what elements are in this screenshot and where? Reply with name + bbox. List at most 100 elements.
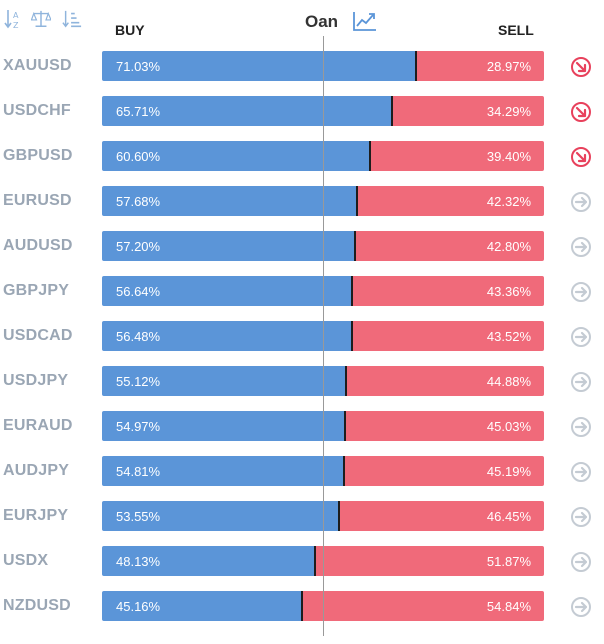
sell-percent: 46.45% — [486, 509, 531, 524]
sell-percent: 42.32% — [486, 194, 531, 209]
line-chart-icon[interactable] — [352, 10, 378, 32]
arrow-right-icon[interactable] — [570, 596, 592, 618]
sell-percent: 43.52% — [486, 329, 531, 344]
buy-percent: 56.64% — [116, 284, 161, 299]
buy-percent: 57.20% — [116, 239, 161, 254]
sentiment-row[interactable]: AUDJPY 54.81% 45.19% — [0, 456, 604, 486]
bar-divider — [391, 96, 393, 126]
sentiment-bar: 54.81% 45.19% — [102, 456, 544, 486]
arrow-right-icon[interactable] — [570, 326, 592, 348]
sell-fill — [352, 321, 544, 351]
symbol-label[interactable]: GBPJPY — [3, 282, 70, 299]
bar-divider — [351, 276, 353, 306]
bar-divider — [351, 321, 353, 351]
sentiment-bar: 54.97% 45.03% — [102, 411, 544, 441]
sentiment-row[interactable]: EURAUD 54.97% 45.03% — [0, 411, 604, 441]
sentiment-row[interactable]: GBPJPY 56.64% 43.36% — [0, 276, 604, 306]
buy-fill — [102, 141, 370, 171]
buy-percent: 53.55% — [116, 509, 161, 524]
symbol-label[interactable]: GBPUSD — [3, 147, 73, 164]
arrow-right-icon[interactable] — [570, 416, 592, 438]
buy-percent: 45.16% — [116, 599, 161, 614]
sell-percent: 51.87% — [486, 554, 531, 569]
sentiment-row[interactable]: USDCAD 56.48% 43.52% — [0, 321, 604, 351]
sell-column-header: SELL — [498, 22, 534, 38]
buy-fill — [102, 546, 315, 576]
arrow-right-icon[interactable] — [570, 506, 592, 528]
sell-fill — [345, 411, 544, 441]
buy-fill — [102, 321, 352, 351]
arrow-right-icon[interactable] — [570, 191, 592, 213]
sell-fill — [355, 231, 544, 261]
sentiment-bar: 60.60% 39.40% — [102, 141, 544, 171]
sell-fill — [339, 501, 544, 531]
buy-percent: 57.68% — [116, 194, 161, 209]
symbol-label[interactable]: EURUSD — [3, 192, 72, 209]
symbol-label[interactable]: EURJPY — [3, 507, 69, 524]
buy-percent: 54.97% — [116, 419, 161, 434]
sell-fill — [370, 141, 544, 171]
buy-percent: 56.48% — [116, 329, 161, 344]
balance-icon[interactable] — [31, 8, 51, 30]
sentiment-row[interactable]: AUDUSD 57.20% 42.80% — [0, 231, 604, 261]
sell-percent: 44.88% — [486, 374, 531, 389]
sentiment-bar: 57.68% 42.32% — [102, 186, 544, 216]
symbol-label[interactable]: USDJPY — [3, 372, 69, 389]
sentiment-row[interactable]: XAUUSD 71.03% 28.97% — [0, 51, 604, 81]
sell-fill — [392, 96, 544, 126]
arrow-right-icon[interactable] — [570, 236, 592, 258]
symbol-label[interactable]: USDCAD — [3, 327, 73, 344]
symbol-label[interactable]: XAUUSD — [3, 57, 72, 74]
symbol-label[interactable]: USDX — [3, 552, 49, 569]
sort-desc-icon[interactable] — [62, 8, 82, 30]
bar-divider — [301, 591, 303, 621]
symbol-label[interactable]: USDCHF — [3, 102, 71, 119]
buy-percent: 60.60% — [116, 149, 161, 164]
bar-divider — [415, 51, 417, 81]
svg-text:Z: Z — [13, 21, 19, 30]
sell-fill — [346, 366, 544, 396]
sentiment-row[interactable]: USDJPY 55.12% 44.88% — [0, 366, 604, 396]
buy-fill — [102, 51, 416, 81]
bar-divider — [369, 141, 371, 171]
arrow-right-icon[interactable] — [570, 281, 592, 303]
svg-text:A: A — [13, 11, 19, 20]
sell-percent: 45.03% — [486, 419, 531, 434]
bar-divider — [314, 546, 316, 576]
arrow-down-right-icon[interactable] — [570, 101, 592, 123]
sentiment-row[interactable]: EURUSD 57.68% 42.32% — [0, 186, 604, 216]
symbol-label[interactable]: NZDUSD — [3, 597, 71, 614]
sell-fill — [416, 51, 544, 81]
sentiment-bar: 56.48% 43.52% — [102, 321, 544, 351]
symbol-label[interactable]: EURAUD — [3, 417, 73, 434]
arrow-right-icon[interactable] — [570, 461, 592, 483]
buy-fill — [102, 411, 345, 441]
bar-divider — [338, 501, 340, 531]
bar-divider — [344, 411, 346, 441]
sentiment-row[interactable]: USDCHF 65.71% 34.29% — [0, 96, 604, 126]
buy-fill — [102, 186, 357, 216]
sentiment-bar: 57.20% 42.80% — [102, 231, 544, 261]
arrow-right-icon[interactable] — [570, 371, 592, 393]
center-line — [323, 36, 324, 636]
sentiment-bar: 71.03% 28.97% — [102, 51, 544, 81]
sell-fill — [344, 456, 544, 486]
buy-percent: 48.13% — [116, 554, 161, 569]
sort-alpha-icon[interactable]: A Z — [4, 8, 24, 30]
page-title: Oan — [305, 12, 339, 31]
arrow-down-right-icon[interactable] — [570, 146, 592, 168]
symbol-label[interactable]: AUDUSD — [3, 237, 73, 254]
sentiment-bar: 56.64% 43.36% — [102, 276, 544, 306]
sentiment-row[interactable]: GBPUSD 60.60% 39.40% — [0, 141, 604, 171]
buy-fill — [102, 501, 339, 531]
sentiment-row[interactable]: EURJPY 53.55% 46.45% — [0, 501, 604, 531]
sentiment-bar: 55.12% 44.88% — [102, 366, 544, 396]
sentiment-row[interactable]: USDX 48.13% 51.87% — [0, 546, 604, 576]
bar-divider — [345, 366, 347, 396]
sentiment-row[interactable]: NZDUSD 45.16% 54.84% — [0, 591, 604, 621]
arrow-right-icon[interactable] — [570, 551, 592, 573]
sell-percent: 45.19% — [486, 464, 531, 479]
symbol-label[interactable]: AUDJPY — [3, 462, 70, 479]
arrow-down-right-icon[interactable] — [570, 56, 592, 78]
sell-fill — [315, 546, 544, 576]
